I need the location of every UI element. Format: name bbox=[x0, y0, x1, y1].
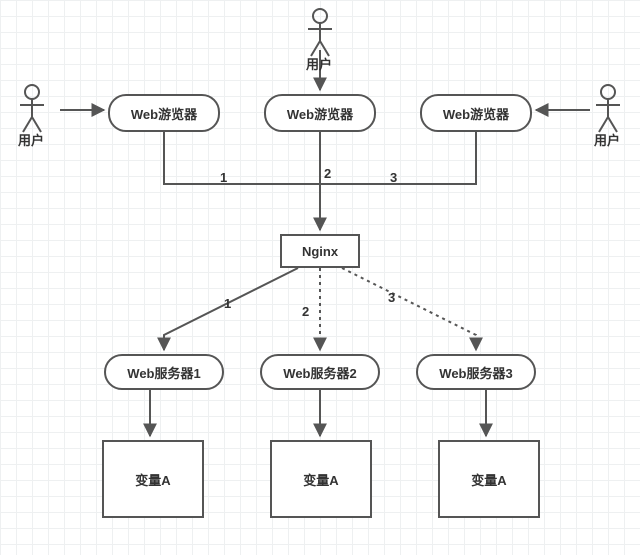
node-var-a-2: 变量A bbox=[270, 440, 372, 518]
node-browser-1: Web游览器 bbox=[108, 94, 220, 132]
node-label: 变量A bbox=[135, 470, 170, 489]
node-label: Web游览器 bbox=[287, 104, 353, 123]
edge-label-b3: 3 bbox=[388, 290, 395, 305]
node-label: Web游览器 bbox=[131, 104, 197, 123]
node-var-a-1: 变量A bbox=[102, 440, 204, 518]
node-browser-2: Web游览器 bbox=[264, 94, 376, 132]
edge-label-2: 2 bbox=[324, 166, 331, 181]
node-browser-3: Web游览器 bbox=[420, 94, 532, 132]
node-server-2: Web服务器2 bbox=[260, 354, 380, 390]
actor-top-label: 用户 bbox=[306, 54, 332, 73]
edge-label-3: 3 bbox=[390, 170, 397, 185]
node-label: 变量A bbox=[471, 470, 506, 489]
edge-label-b1: 1 bbox=[224, 296, 231, 311]
node-label: Web服务器2 bbox=[283, 363, 356, 382]
node-nginx: Nginx bbox=[280, 234, 360, 268]
edge-label-b2: 2 bbox=[302, 304, 309, 319]
actor-right-label: 用户 bbox=[594, 130, 620, 149]
node-var-a-3: 变量A bbox=[438, 440, 540, 518]
node-label: Nginx bbox=[302, 244, 338, 259]
actor-left-label: 用户 bbox=[18, 130, 44, 149]
node-label: Web服务器3 bbox=[439, 363, 512, 382]
node-label: Web游览器 bbox=[443, 104, 509, 123]
edge-label-1: 1 bbox=[220, 170, 227, 185]
node-label: 变量A bbox=[303, 470, 338, 489]
node-label: Web服务器1 bbox=[127, 363, 200, 382]
node-server-1: Web服务器1 bbox=[104, 354, 224, 390]
node-server-3: Web服务器3 bbox=[416, 354, 536, 390]
